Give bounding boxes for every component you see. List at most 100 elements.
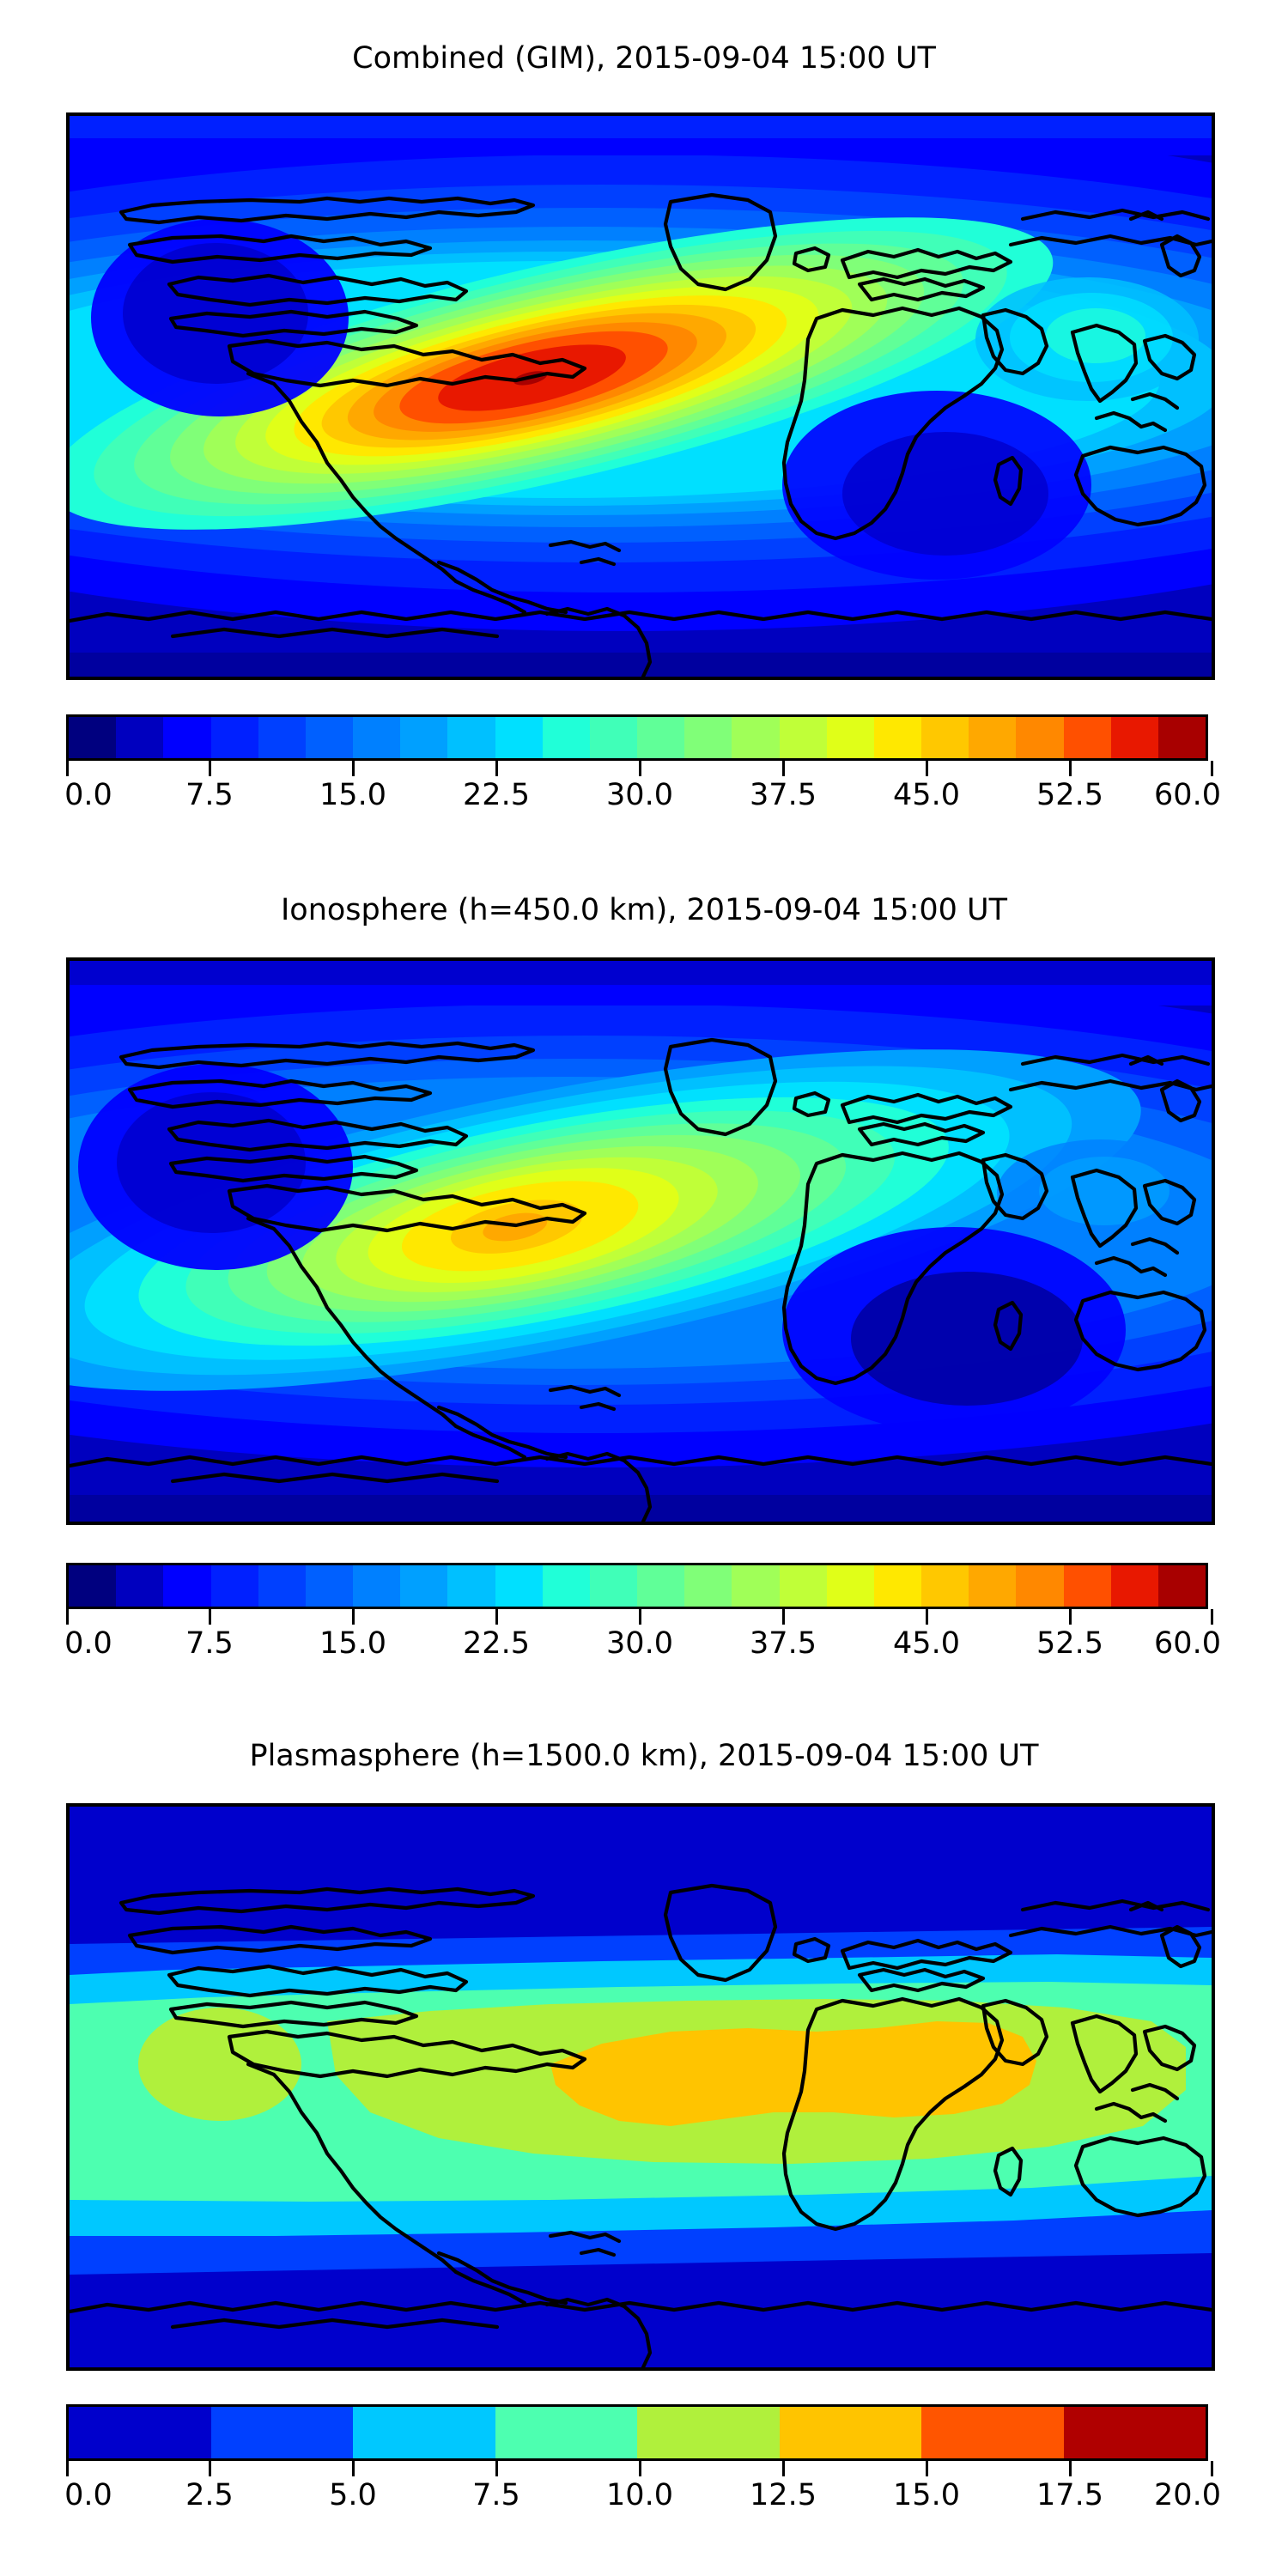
colorbar-segment: [69, 717, 117, 758]
colorbar-segment: [210, 2407, 353, 2458]
colorbar-segment: [210, 717, 258, 758]
colorbar-tick-label: 15.0: [319, 1626, 386, 1661]
colorbar-tick-label: 5.0: [329, 2478, 377, 2512]
colorbar-ticks-combined: 0.0 7.5 15.0 22.5 30.0 37.5 45.0 52.5 60.0: [64, 761, 1221, 864]
colorbar-tick: [1211, 761, 1213, 776]
colorbar-segment: [542, 717, 590, 758]
colorbar-tick-label: 0.0: [64, 778, 112, 812]
colorbar-segment: [1157, 717, 1206, 758]
colorbar-tick-label: 30.0: [606, 778, 673, 812]
colorbar-segment: [258, 1565, 306, 1607]
map-combined-gim: [66, 112, 1215, 680]
colorbar-segment: [732, 717, 780, 758]
colorbar-segment: [873, 717, 922, 758]
colorbar-segment: [495, 2407, 637, 2458]
colorbar-segment: [353, 2407, 495, 2458]
colorbar-tick-label: 37.5: [750, 778, 817, 812]
colorbar-segment: [779, 2407, 921, 2458]
colorbar-segment: [495, 717, 543, 758]
colorbar-tick: [1069, 2461, 1072, 2476]
colorbar-segment: [353, 717, 401, 758]
colorbar-segment: [495, 1565, 543, 1607]
colorbar-segment: [69, 2407, 211, 2458]
colorbar-tick: [66, 1609, 69, 1625]
panel-title-ionosphere: Ionosphere (h=450.0 km), 2015-09-04 15:0…: [280, 893, 1008, 927]
colorbar-tick: [639, 761, 641, 776]
colorbar-tick: [639, 1609, 641, 1625]
colorbar-segment: [305, 1565, 354, 1607]
colorbar-plasmasphere: [66, 2404, 1208, 2461]
colorbar-tick-label: 7.5: [185, 1626, 234, 1661]
colorbar-tick-label: 20.0: [1154, 2478, 1221, 2512]
coastlines-combined: [70, 192, 1212, 677]
panel-plasmasphere: Plasmasphere (h=1500.0 km), 2015-09-04 1…: [0, 1717, 1288, 2576]
colorbar-tick: [495, 761, 498, 776]
colorbar-tick: [1211, 2461, 1213, 2476]
colorbar-segment: [1016, 717, 1064, 758]
colorbar-tick: [926, 761, 928, 776]
colorbar-tick: [66, 2461, 69, 2476]
colorbar-segment: [779, 1565, 827, 1607]
colorbar-segment: [163, 1565, 211, 1607]
colorbar-segment: [1063, 717, 1111, 758]
colorbar-segment: [873, 1565, 922, 1607]
colorbar-tick-label: 0.0: [64, 1626, 112, 1661]
colorbar-tick: [352, 2461, 355, 2476]
colorbar-tick-label: 60.0: [1154, 1626, 1221, 1661]
contour-field-plasmasphere: [70, 1807, 1212, 2367]
colorbar-segment: [589, 717, 638, 758]
colorbar-tick-label: 2.5: [185, 2478, 234, 2512]
panel-ionosphere: Ionosphere (h=450.0 km), 2015-09-04 15:0…: [0, 859, 1288, 1717]
colorbar-tick: [66, 761, 69, 776]
colorbar-segment: [305, 717, 354, 758]
colorbar-tick-label: 30.0: [606, 1626, 673, 1661]
colorbar-segment: [826, 1565, 874, 1607]
colorbar-tick-label: 17.5: [1036, 2478, 1103, 2512]
map-svg-plasmasphere: [70, 1807, 1212, 2367]
colorbar-segment: [258, 717, 306, 758]
colorbar-segment: [589, 1565, 638, 1607]
colorbar-wrap-combined: 0.0 7.5 15.0 22.5 30.0 37.5 45.0 52.5 60.0: [64, 714, 1221, 817]
colorbar-tick: [352, 761, 355, 776]
colorbar-tick: [1069, 1609, 1072, 1625]
colorbar-tick-label: 15.0: [319, 778, 386, 812]
colorbar-tick-label: 7.5: [185, 778, 234, 812]
colorbar-tick: [495, 2461, 498, 2476]
colorbar-tick: [926, 1609, 928, 1625]
colorbar-segment: [116, 1565, 164, 1607]
coastlines-ionosphere: [70, 1037, 1212, 1522]
colorbar-tick-label: 22.5: [463, 1626, 530, 1661]
colorbar-segment: [969, 1565, 1017, 1607]
colorbar-ticks-plasmasphere: 0.0 2.5 5.0 7.5 10.0 12.5 15.0 17.5 20.0: [64, 2461, 1221, 2573]
colorbar-segment: [1063, 1565, 1111, 1607]
colorbar-tick: [209, 2461, 211, 2476]
colorbar-segment: [400, 1565, 448, 1607]
panel-title-plasmasphere: Plasmasphere (h=1500.0 km), 2015-09-04 1…: [249, 1739, 1039, 1773]
colorbar-tick-label: 37.5: [750, 1626, 817, 1661]
colorbar-tick: [352, 1609, 355, 1625]
colorbar-tick: [639, 2461, 641, 2476]
colorbar-segment: [210, 1565, 258, 1607]
colorbar-segment: [921, 2407, 1064, 2458]
colorbar-tick-label: 10.0: [606, 2478, 673, 2512]
map-svg-combined: [70, 116, 1212, 677]
colorbar-tick: [1069, 761, 1072, 776]
colorbar-segment: [826, 717, 874, 758]
colorbar-segment: [921, 717, 969, 758]
colorbar-tick-label: 45.0: [893, 778, 960, 812]
colorbar-segment: [116, 717, 164, 758]
coastlines-plasmasphere: [70, 1883, 1212, 2367]
colorbar-tick: [782, 761, 785, 776]
colorbar-wrap-plasmasphere: 0.0 2.5 5.0 7.5 10.0 12.5 15.0 17.5 20.0: [64, 2404, 1221, 2516]
colorbar-wrap-ionosphere: 0.0 7.5 15.0 22.5 30.0 37.5 45.0 52.5 60.0: [64, 1563, 1221, 1666]
colorbar-segment: [69, 1565, 117, 1607]
colorbar-tick-label: 12.5: [750, 2478, 817, 2512]
map-plasmasphere: [66, 1803, 1215, 2371]
colorbar-segment: [1110, 1565, 1158, 1607]
colorbar-combined: [66, 714, 1208, 761]
colorbar-segment: [400, 717, 448, 758]
colorbar-segment: [684, 717, 732, 758]
colorbar-segment: [637, 2407, 780, 2458]
panel-combined-gim: Combined (GIM), 2015-09-04 15:00 UT: [0, 0, 1288, 859]
